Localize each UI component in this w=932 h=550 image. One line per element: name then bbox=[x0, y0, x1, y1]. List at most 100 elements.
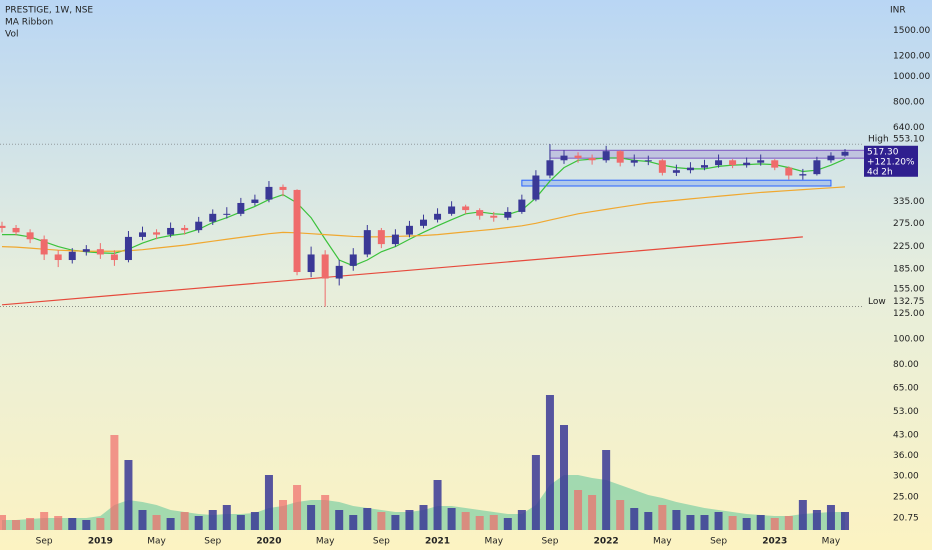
volume-bar bbox=[54, 516, 63, 530]
candle-body bbox=[630, 160, 638, 163]
candle-body bbox=[785, 167, 793, 176]
volume-bar bbox=[377, 512, 386, 530]
candle-body bbox=[82, 249, 90, 252]
volume-bar bbox=[826, 505, 835, 530]
x-tick-label: 2019 bbox=[88, 537, 113, 547]
y-tick-label: 36.00 bbox=[893, 451, 919, 461]
y-tick-label: 100.00 bbox=[893, 334, 925, 344]
candle-body bbox=[532, 175, 540, 200]
candle-body bbox=[546, 160, 554, 176]
candle-body bbox=[0, 225, 6, 228]
candle-body bbox=[391, 234, 399, 245]
volume-bar bbox=[447, 508, 456, 530]
volume-bar bbox=[475, 516, 484, 530]
candle-body bbox=[307, 254, 315, 273]
x-tick-label: Sep bbox=[373, 537, 390, 547]
y-tick-label: 53.00 bbox=[893, 407, 919, 417]
volume-bar bbox=[700, 515, 709, 530]
candle-body bbox=[251, 199, 259, 203]
candle-body bbox=[405, 225, 413, 235]
candle-body bbox=[574, 155, 582, 158]
volume-bar bbox=[672, 510, 681, 530]
volume-bar bbox=[12, 520, 21, 530]
y-tick-label: 1200.00 bbox=[893, 51, 930, 61]
candle-body bbox=[729, 160, 737, 166]
candle-body bbox=[293, 189, 301, 273]
x-tick-label: May bbox=[484, 537, 503, 547]
candle-body bbox=[12, 227, 20, 233]
volume-bar bbox=[138, 510, 147, 530]
candle-body bbox=[335, 265, 343, 279]
volume-bar bbox=[222, 505, 231, 530]
candle-body bbox=[223, 213, 231, 215]
candle-body bbox=[490, 215, 498, 218]
volume-bar bbox=[489, 515, 498, 530]
volume-bar bbox=[110, 435, 119, 530]
candle-body bbox=[757, 160, 765, 163]
candle-body bbox=[349, 254, 357, 266]
x-tick-label: May bbox=[147, 537, 166, 547]
candle-body bbox=[701, 165, 708, 168]
candle-body bbox=[209, 213, 217, 222]
x-tick-label: 2023 bbox=[762, 537, 787, 547]
candle-body bbox=[560, 155, 568, 161]
candle-body bbox=[96, 249, 104, 255]
y-tick-label: 275.00 bbox=[893, 219, 925, 229]
candle-body bbox=[813, 160, 821, 175]
trendline bbox=[1, 236, 803, 306]
volume-bar bbox=[812, 510, 821, 530]
y-tick-label: 1500.00 bbox=[893, 26, 930, 36]
volume-bar bbox=[798, 500, 807, 530]
candle-body bbox=[321, 254, 329, 279]
volume-bar bbox=[433, 480, 442, 530]
volume-bar bbox=[40, 512, 49, 530]
last-change: +121.20% bbox=[867, 157, 915, 167]
candle-body bbox=[26, 232, 34, 240]
indicator-label: MA Ribbon bbox=[5, 18, 53, 28]
volume-bar bbox=[770, 518, 779, 530]
candle-body bbox=[616, 151, 624, 163]
volume-bar bbox=[658, 505, 667, 530]
volume-bar bbox=[236, 515, 245, 530]
y-tick-label: 25.00 bbox=[893, 492, 919, 502]
candle-body bbox=[420, 219, 427, 226]
volume-bar bbox=[26, 518, 35, 530]
candle-body bbox=[644, 160, 652, 162]
candle-body bbox=[771, 160, 779, 168]
last-price-box bbox=[864, 145, 918, 177]
volume-bar bbox=[517, 510, 526, 530]
volume-bar bbox=[461, 512, 470, 530]
x-tick-label: Sep bbox=[36, 537, 53, 547]
x-tick-label: Sep bbox=[204, 537, 221, 547]
candle-body bbox=[167, 227, 175, 235]
volume-bar bbox=[307, 505, 316, 530]
candle-body bbox=[153, 232, 161, 235]
y-tick-label: 30.00 bbox=[893, 472, 919, 482]
y-tick-label: 640.00 bbox=[893, 123, 925, 133]
volume-bar bbox=[264, 475, 273, 530]
y-tick-label: 155.00 bbox=[893, 285, 925, 295]
y-tick-label: 80.00 bbox=[893, 360, 919, 370]
volume-bar bbox=[194, 516, 203, 530]
volume-bar bbox=[714, 512, 723, 530]
volume-bar bbox=[742, 518, 751, 530]
candle-body bbox=[715, 160, 723, 166]
candle-body bbox=[658, 160, 666, 173]
volume-bar bbox=[166, 518, 175, 530]
moving-average bbox=[1, 186, 846, 252]
volume-bar bbox=[419, 505, 428, 530]
y-tick-label: 800.00 bbox=[893, 98, 925, 108]
candle-body bbox=[743, 162, 751, 166]
candle-body bbox=[686, 167, 694, 171]
volume-bar bbox=[349, 515, 358, 530]
low_marker-text: Low bbox=[868, 297, 886, 307]
volume-bar bbox=[279, 500, 287, 530]
volume-bar bbox=[405, 510, 414, 530]
candle-body bbox=[195, 221, 203, 231]
candle-body bbox=[672, 170, 680, 173]
candle-body bbox=[377, 230, 385, 245]
candle-body bbox=[68, 251, 76, 261]
y-tick-label: 20.75 bbox=[893, 514, 919, 524]
